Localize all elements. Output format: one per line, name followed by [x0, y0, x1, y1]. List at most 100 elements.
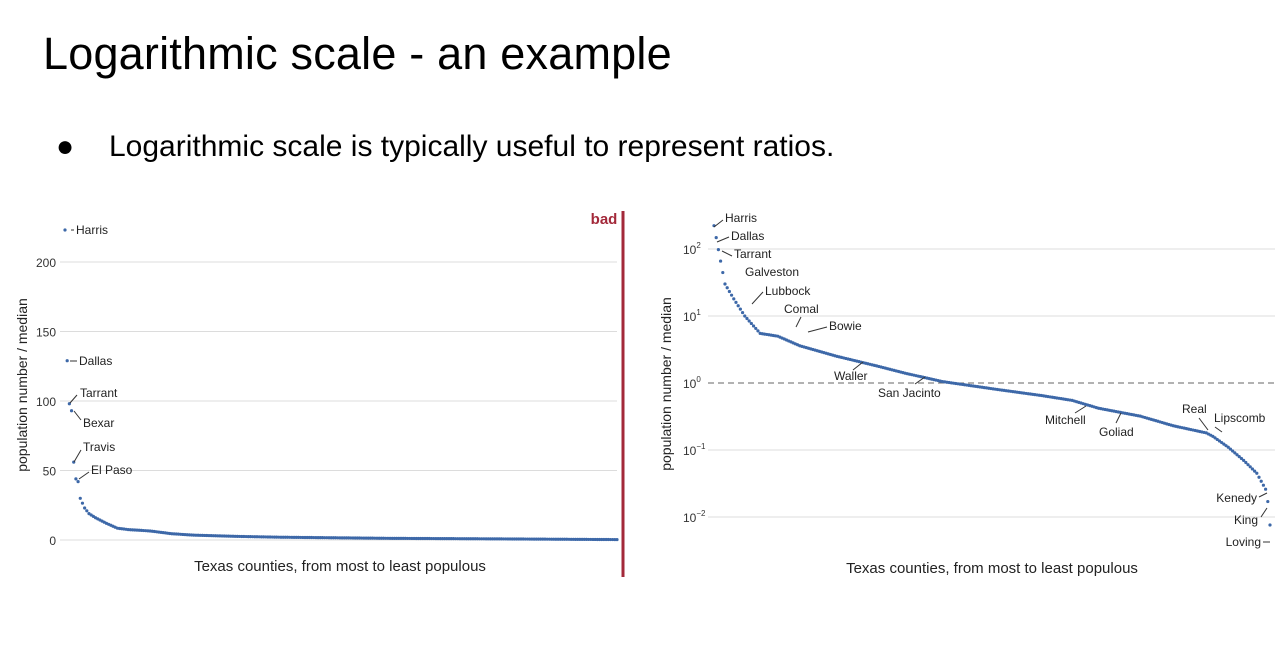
bullet-dot-icon: ● — [56, 130, 75, 163]
right-chart-data-point — [1253, 469, 1257, 473]
right-chart-data-point — [1226, 445, 1230, 449]
right-chart-point-label: Galveston — [745, 265, 799, 279]
left-chart-leader-line — [78, 471, 90, 480]
right-chart-data-point — [1231, 449, 1235, 453]
right-chart-data-point — [1259, 479, 1263, 483]
left-chart-data-point — [69, 409, 74, 413]
left-chart-point-label: Dallas — [79, 354, 112, 368]
right-chart-point-label: King — [1234, 513, 1258, 527]
slide-title: Logarithmic scale - an example — [43, 28, 672, 79]
left-chart-point-label: El Paso — [91, 463, 133, 477]
left-chart-data-point — [83, 506, 87, 510]
left-chart-leader-line — [73, 449, 82, 463]
left-chart-data-point — [78, 496, 82, 500]
right-chart-data-point — [749, 321, 753, 326]
right-chart-point-label: Real — [1182, 402, 1207, 416]
right-chart-point-label: Lubbock — [765, 284, 811, 298]
right-chart-data-point — [714, 236, 718, 240]
right-chart-point-label: Waller — [834, 369, 868, 383]
right-chart-data-point — [751, 324, 756, 328]
right-chart-leader-line — [1214, 426, 1223, 433]
right-chart-data-point — [1250, 467, 1255, 471]
right-chart-leader-line — [713, 219, 724, 228]
right-chart-data-point — [736, 304, 740, 308]
left-chart-point-label: Travis — [83, 440, 115, 454]
left-chart-leader-line — [69, 394, 78, 404]
right-chart-data-point — [1228, 447, 1233, 451]
right-chart-data-point — [1248, 465, 1252, 469]
right-chart-data-point — [745, 316, 749, 321]
right-chart-leader-line — [795, 316, 802, 328]
left-chart-point-label: Bexar — [83, 416, 114, 430]
left-chart-data-point — [63, 228, 67, 232]
right-chart-data-point — [747, 319, 751, 323]
right-chart-point-label: Mitchell — [1045, 413, 1086, 427]
right-chart-leader-line — [751, 291, 764, 305]
right-chart-point-label: Lipscomb — [1214, 411, 1266, 425]
right-chart-y-tick-label: 10−2 — [683, 509, 706, 525]
right-chart-data-point — [1264, 487, 1268, 491]
right-chart-y-tick-label: 102 — [683, 241, 701, 257]
left-chart-data-point — [65, 359, 69, 363]
right-chart-data-point — [1268, 523, 1272, 527]
right-chart-data-point — [1239, 456, 1244, 461]
right-chart-data-point — [1266, 499, 1270, 504]
right-chart-data-point — [1244, 460, 1248, 465]
right-chart-data-point — [740, 310, 745, 315]
right-chart-leader-line — [721, 250, 733, 257]
left-chart-y-tick-label: 200 — [36, 256, 56, 270]
right-chart-data-point — [725, 286, 729, 290]
right-chart-point-label: Comal — [784, 302, 819, 316]
right-chart-point-label: Dallas — [731, 229, 764, 243]
left-chart-data-point — [76, 480, 80, 484]
right-chart-point-label: Loving — [1226, 535, 1261, 549]
left-chart-y-tick-label: 150 — [36, 326, 56, 340]
right-chart-data-point — [732, 297, 736, 301]
right-chart-point-label: Goliad — [1099, 425, 1134, 439]
right-chart-leader-line — [1115, 412, 1122, 424]
right-chart-data-point — [1237, 455, 1241, 459]
right-chart-data-point — [1246, 463, 1250, 467]
left-chart-leader-line — [73, 410, 82, 421]
right-chart-data-point — [754, 326, 758, 331]
left-chart-x-axis-label: Texas counties, from most to least popul… — [194, 558, 486, 575]
right-chart-point-label: Harris — [725, 211, 757, 225]
right-chart-data-point — [723, 282, 727, 286]
left-chart-data-point — [74, 477, 78, 481]
right-chart-point-label: San Jacinto — [878, 386, 941, 400]
right-chart-data-point — [721, 270, 725, 275]
left-chart-data-point — [615, 537, 619, 542]
right-chart-data-point — [1242, 458, 1246, 462]
left-chart-y-tick-label: 0 — [49, 534, 56, 548]
right-chart-data-point — [734, 300, 738, 304]
right-chart-data-point — [743, 314, 747, 318]
left-chart-data-point — [80, 501, 85, 505]
right-chart-leader-line — [914, 376, 926, 385]
right-chart-leader-line — [716, 236, 730, 243]
right-chart-y-tick-label: 101 — [683, 308, 701, 324]
right-chart-data-point — [738, 307, 742, 311]
right-chart-y-axis-label: population number / median — [658, 297, 674, 471]
right-chart-data-point — [1257, 475, 1261, 479]
right-chart-data-point — [716, 247, 720, 252]
left-chart-y-tick-label: 50 — [43, 465, 57, 479]
right-chart-data-point — [1255, 471, 1259, 475]
right-chart-leader-line — [807, 326, 828, 333]
left-chart-y-axis-label: population number / median — [14, 298, 30, 472]
left-chart-data-point — [85, 509, 89, 513]
right-chart-data-point — [729, 293, 734, 297]
right-chart-data-point — [718, 259, 723, 263]
right-chart-leader-line — [852, 361, 864, 371]
right-chart-y-tick-label: 100 — [683, 375, 701, 391]
right-chart-data-point — [1235, 453, 1239, 457]
right-chart-y-tick-label: 10−1 — [683, 442, 706, 458]
bullet-text: Logarithmic scale is typically useful to… — [109, 130, 835, 163]
right-chart-leader-line — [1260, 507, 1268, 518]
left-chart-point-label: Tarrant — [80, 386, 118, 400]
right-chart-data-point — [1261, 483, 1266, 487]
right-chart-data-point — [756, 329, 760, 333]
right-chart-data-point — [727, 289, 731, 294]
right-chart-x-axis-label: Texas counties, from most to least popul… — [846, 560, 1138, 577]
bad-marker-label: bad — [591, 211, 618, 228]
